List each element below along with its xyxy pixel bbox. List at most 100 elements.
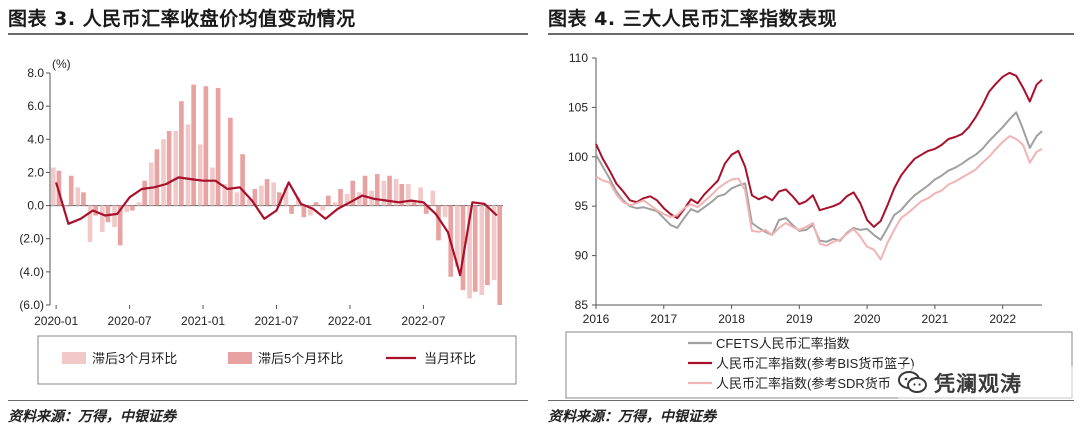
left-bar-lag3: [148, 162, 154, 206]
left-source-note: 资料来源：万得，中银证券: [8, 409, 176, 425]
left-x-tick-label: 2022-07: [401, 314, 445, 328]
left-bar-lag5: [252, 189, 258, 206]
right-x-tick-label: 2021: [922, 312, 949, 326]
left-bar-lag5: [154, 149, 160, 206]
left-bar-lag5: [423, 205, 429, 214]
left-unit-label: (%): [52, 57, 71, 71]
left-bar-lag5: [228, 117, 233, 206]
right-x-tick-label: 2022: [989, 312, 1016, 326]
left-chart-plot: (%) 8.0 6.0 4.0 2.0 0.0 (2.0) (4.0) (6.0) 2020-01…: [19, 57, 503, 328]
right-x-tick-label: 2018: [718, 312, 745, 326]
left-bar-lag5: [264, 179, 270, 206]
right-series-line-2: [595, 135, 1043, 261]
left-bar-lag3: [136, 202, 142, 206]
left-bar-lag3: [63, 205, 68, 208]
left-chart-legend: 滞后3个月环比 滞后5个月环比 当月环比: [37, 335, 517, 385]
right-x-tick-label: 2016: [583, 312, 610, 326]
left-bar-lag3: [381, 180, 387, 206]
left-footer-rule: [8, 400, 528, 401]
left-bar-lag3: [320, 205, 325, 211]
right-legend-label-1: 人民币汇率指数(参考BIS货币篮子): [716, 356, 915, 371]
left-bar-lag3: [454, 205, 460, 267]
left-bar-lag3: [271, 182, 276, 206]
left-bar-lag3: [357, 192, 362, 206]
left-bar-lag5: [81, 192, 86, 206]
left-bar-lag5: [338, 189, 343, 206]
left-bar-lag5: [399, 184, 405, 206]
left-bar-lag3: [491, 205, 497, 281]
left-bar-lag3: [124, 205, 130, 213]
left-x-tick-label: 2021-07: [254, 314, 298, 328]
right-legend-box: [565, 331, 1073, 399]
left-bar-lag3: [467, 205, 472, 299]
right-y-tick-label: 105: [568, 100, 588, 114]
left-legend-label-current: 当月环比: [424, 351, 476, 366]
left-bar-lag3: [393, 179, 399, 206]
right-y-tick-label: 90: [575, 249, 589, 263]
right-series-line-0: [595, 111, 1043, 243]
right-y-tick-label: 95: [575, 199, 589, 213]
left-y-tick-label: 0.0: [27, 199, 44, 213]
right-y-tick-label: 110: [569, 51, 588, 65]
left-y-tick-label: 6.0: [27, 99, 44, 113]
left-bar-lag3: [430, 190, 436, 206]
left-bar-lag3: [197, 144, 203, 206]
left-bar-lag3: [442, 205, 448, 218]
left-chart-title: 图表 3. 人民币汇率收盘价均值变动情况: [8, 8, 356, 30]
left-y-tick-label: 8.0: [27, 66, 44, 80]
right-series-line-1: [595, 71, 1043, 228]
left-bar-lag5: [117, 205, 123, 246]
left-bar-lag5: [325, 195, 331, 206]
left-bar-lag3: [332, 202, 338, 206]
watermark: 凭澜观涛: [898, 366, 1073, 400]
watermark-text: 凭澜观涛: [934, 372, 1022, 396]
right-source-note: 资料来源：万得，中银证券: [548, 409, 716, 425]
left-bar-lag5: [68, 175, 74, 206]
right-x-tick-label: 2019: [786, 312, 813, 326]
left-bar-lag3: [308, 205, 313, 216]
wechat-logo-icon: [898, 370, 928, 396]
left-legend-box: [37, 335, 517, 385]
right-footer-rule: [548, 400, 1074, 401]
left-bar-lag5: [350, 180, 356, 206]
left-bar-lag5: [179, 101, 184, 206]
left-bar-lag3: [295, 197, 301, 206]
left-bar-lag3: [87, 205, 93, 243]
left-bar-lag5: [105, 205, 111, 223]
right-chart-title: 图表 4. 三大人民币汇率指数表现: [548, 8, 838, 30]
left-title-rule: [8, 33, 528, 35]
left-legend-swatch-lag5: [228, 352, 252, 364]
left-y-tick-label: (2.0): [19, 232, 44, 246]
left-bar-lag5: [485, 205, 490, 286]
right-x-tick-label: 2020: [854, 312, 881, 326]
left-bar-lag5: [362, 175, 368, 206]
right-title-rule: [548, 33, 1074, 35]
left-y-tick-label: (6.0): [19, 298, 44, 312]
left-bar-lag5: [130, 205, 135, 211]
right-legend-label-0: CFETS人民币汇率指数: [716, 336, 850, 351]
left-bar-lag5: [289, 205, 294, 214]
left-bar-lag5: [411, 202, 417, 206]
left-bar-lag5: [497, 205, 503, 305]
right-y-tick-label: 100: [568, 150, 588, 164]
right-legend-label-2: 人民币汇率指数(参考SDR货币: [716, 376, 891, 391]
left-x-tick-label: 2022-01: [328, 314, 372, 328]
left-bar-lag3: [222, 184, 228, 206]
left-bar-lag3: [406, 184, 411, 206]
left-bar-lag5: [460, 205, 466, 291]
left-bar-lag3: [99, 205, 105, 233]
left-bar-lag3: [418, 187, 423, 206]
left-bar-lag5: [301, 205, 307, 218]
left-bar-lag3: [259, 185, 264, 206]
left-bar-lag5: [142, 180, 147, 206]
left-bar-lag3: [173, 131, 179, 206]
left-bar-lag3: [112, 205, 117, 228]
left-bar-lag5: [313, 202, 319, 206]
left-x-tick-label: 2021-01: [181, 314, 225, 328]
right-y-tick-label: 85: [575, 298, 589, 312]
left-bar-lag5: [191, 84, 196, 206]
left-line-current-month: [55, 176, 498, 277]
left-bar-lag3: [185, 124, 191, 206]
